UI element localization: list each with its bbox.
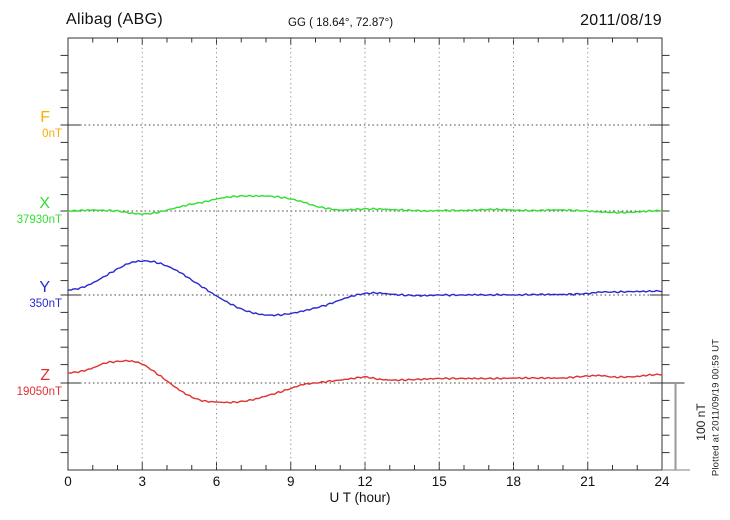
- trace-x: [67, 194, 663, 215]
- component-label-x: X: [39, 195, 50, 212]
- plot-date: 2011/08/19: [580, 12, 662, 29]
- trace-z: [67, 359, 663, 404]
- scalebar-label: 100 nT: [694, 403, 708, 441]
- station-title: Alibag (ABG): [66, 11, 163, 28]
- x-tick-label: 18: [505, 474, 522, 489]
- x-axis-label: U T (hour): [329, 490, 391, 505]
- component-label-f: F: [40, 109, 50, 126]
- component-label-z: Z: [40, 367, 50, 384]
- component-baseline-z: 19050nT: [16, 386, 62, 398]
- component-baseline-y: 350nT: [29, 298, 62, 310]
- x-tick-label: 3: [138, 474, 146, 489]
- component-baseline-f: 0nT: [42, 128, 62, 140]
- component-baseline-x: 37930nT: [16, 214, 62, 226]
- x-tick-label: 12: [357, 474, 373, 489]
- x-tick-label: 6: [212, 474, 221, 489]
- trace-y: [67, 260, 663, 317]
- x-tick-label: 9: [286, 474, 295, 489]
- geographic-coords: GG ( 18.64°, 72.87°): [288, 17, 394, 29]
- plotted-at-note: Plotted at 2011/09/19 00:59 UT: [710, 338, 722, 477]
- x-tick-label: 21: [580, 474, 596, 489]
- x-tick-label: 24: [654, 474, 670, 489]
- x-tick-label: 15: [431, 474, 447, 489]
- component-label-y: Y: [39, 279, 50, 296]
- x-tick-label: 0: [64, 474, 72, 489]
